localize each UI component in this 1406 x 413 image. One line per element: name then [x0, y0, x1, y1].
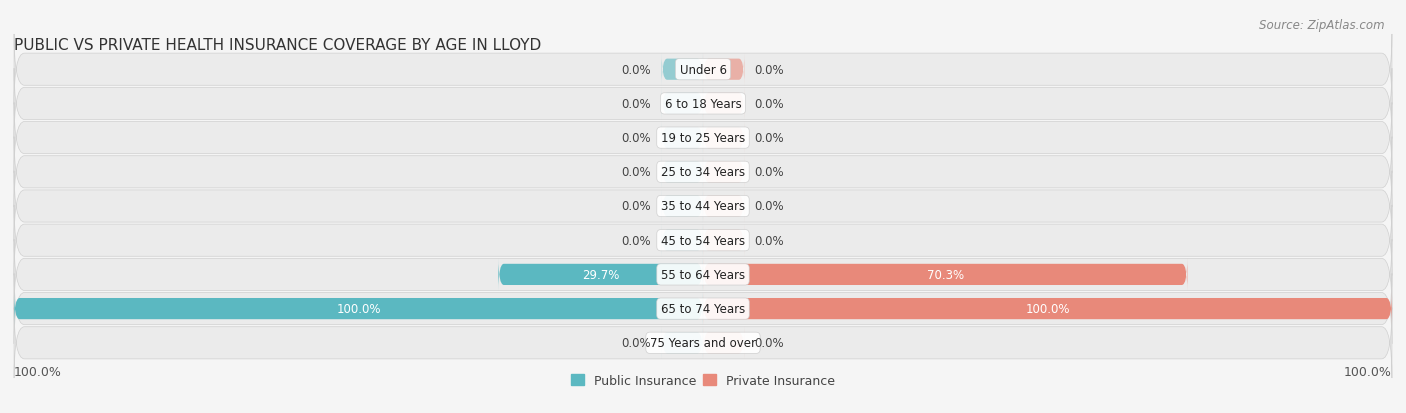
FancyBboxPatch shape [662, 121, 703, 155]
FancyBboxPatch shape [662, 88, 703, 121]
FancyBboxPatch shape [703, 258, 1187, 292]
Text: 29.7%: 29.7% [582, 268, 620, 281]
Text: 0.0%: 0.0% [755, 200, 785, 213]
Text: 0.0%: 0.0% [755, 166, 785, 179]
Text: 100.0%: 100.0% [14, 365, 62, 378]
Text: 0.0%: 0.0% [755, 97, 785, 111]
Legend: Public Insurance, Private Insurance: Public Insurance, Private Insurance [567, 369, 839, 392]
Text: 100.0%: 100.0% [336, 302, 381, 316]
FancyBboxPatch shape [14, 292, 703, 325]
Text: 35 to 44 Years: 35 to 44 Years [661, 200, 745, 213]
Text: 0.0%: 0.0% [755, 132, 785, 145]
FancyBboxPatch shape [703, 326, 744, 360]
FancyBboxPatch shape [703, 292, 1392, 325]
Text: 100.0%: 100.0% [1025, 302, 1070, 316]
Text: 25 to 34 Years: 25 to 34 Years [661, 166, 745, 179]
FancyBboxPatch shape [662, 53, 703, 87]
FancyBboxPatch shape [14, 206, 1392, 276]
Text: 0.0%: 0.0% [621, 132, 651, 145]
Text: Source: ZipAtlas.com: Source: ZipAtlas.com [1260, 19, 1385, 31]
Text: 100.0%: 100.0% [1344, 365, 1392, 378]
FancyBboxPatch shape [703, 224, 744, 257]
FancyBboxPatch shape [662, 190, 703, 223]
FancyBboxPatch shape [703, 88, 744, 121]
Text: 0.0%: 0.0% [621, 166, 651, 179]
FancyBboxPatch shape [662, 326, 703, 360]
Text: 75 Years and over: 75 Years and over [650, 337, 756, 349]
FancyBboxPatch shape [14, 308, 1392, 378]
FancyBboxPatch shape [14, 171, 1392, 242]
Text: 0.0%: 0.0% [621, 200, 651, 213]
Text: 0.0%: 0.0% [755, 64, 785, 76]
FancyBboxPatch shape [662, 156, 703, 189]
Text: 0.0%: 0.0% [621, 337, 651, 349]
FancyBboxPatch shape [703, 53, 744, 87]
FancyBboxPatch shape [14, 69, 1392, 139]
Text: 6 to 18 Years: 6 to 18 Years [665, 97, 741, 111]
Text: 0.0%: 0.0% [621, 234, 651, 247]
FancyBboxPatch shape [498, 258, 703, 292]
FancyBboxPatch shape [14, 240, 1392, 310]
Text: 19 to 25 Years: 19 to 25 Years [661, 132, 745, 145]
FancyBboxPatch shape [703, 121, 744, 155]
Text: 65 to 74 Years: 65 to 74 Years [661, 302, 745, 316]
FancyBboxPatch shape [662, 224, 703, 257]
Text: 0.0%: 0.0% [621, 64, 651, 76]
Text: 0.0%: 0.0% [755, 337, 785, 349]
FancyBboxPatch shape [14, 35, 1392, 105]
Text: 55 to 64 Years: 55 to 64 Years [661, 268, 745, 281]
FancyBboxPatch shape [703, 190, 744, 223]
Text: Under 6: Under 6 [679, 64, 727, 76]
Text: 0.0%: 0.0% [621, 97, 651, 111]
Text: PUBLIC VS PRIVATE HEALTH INSURANCE COVERAGE BY AGE IN LLOYD: PUBLIC VS PRIVATE HEALTH INSURANCE COVER… [14, 38, 541, 53]
Text: 45 to 54 Years: 45 to 54 Years [661, 234, 745, 247]
FancyBboxPatch shape [14, 137, 1392, 207]
FancyBboxPatch shape [703, 156, 744, 189]
FancyBboxPatch shape [14, 274, 1392, 344]
Text: 0.0%: 0.0% [755, 234, 785, 247]
Text: 70.3%: 70.3% [927, 268, 963, 281]
FancyBboxPatch shape [14, 103, 1392, 173]
